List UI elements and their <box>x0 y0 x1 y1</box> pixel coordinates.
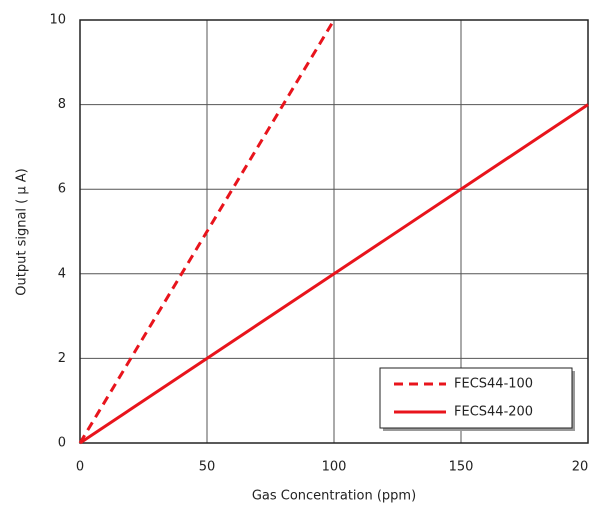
legend-box <box>379 367 573 429</box>
x-tick-label: 150 <box>449 460 474 475</box>
y-tick-label: 8 <box>58 97 66 112</box>
plot-frame <box>79 19 589 444</box>
y-tick-label: 4 <box>58 266 66 281</box>
legend-label: FECS44-100 <box>454 377 533 392</box>
x-tick-label: 20 <box>572 460 589 475</box>
x-tick-label: 50 <box>199 460 216 475</box>
legend-label: FECS44-200 <box>454 405 533 420</box>
y-tick-label: 2 <box>58 351 66 366</box>
series-line <box>78 19 336 444</box>
y-tick-label: 6 <box>58 182 66 197</box>
x-tick-label: 100 <box>322 460 347 475</box>
series-line <box>79 103 589 445</box>
y-axis-label: Output signal ( μ A) <box>15 168 30 295</box>
x-tick-label: 0 <box>76 460 84 475</box>
x-axis-label: Gas Concentration (ppm) <box>252 489 416 504</box>
y-tick-label: 0 <box>58 436 66 451</box>
y-tick-label: 10 <box>49 13 66 28</box>
